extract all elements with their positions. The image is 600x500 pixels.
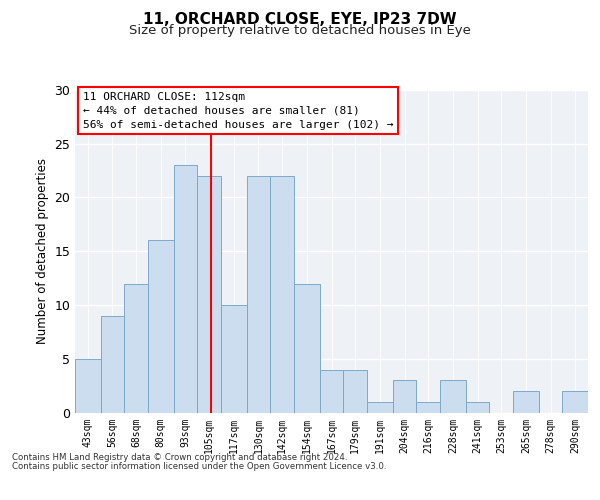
Bar bbox=[367, 402, 392, 412]
Bar bbox=[197, 176, 221, 412]
Bar bbox=[75, 359, 101, 412]
Bar bbox=[440, 380, 466, 412]
Text: Contains HM Land Registry data © Crown copyright and database right 2024.: Contains HM Land Registry data © Crown c… bbox=[12, 454, 347, 462]
Text: Size of property relative to detached houses in Eye: Size of property relative to detached ho… bbox=[129, 24, 471, 37]
Bar bbox=[148, 240, 173, 412]
Text: 11, ORCHARD CLOSE, EYE, IP23 7DW: 11, ORCHARD CLOSE, EYE, IP23 7DW bbox=[143, 12, 457, 28]
Y-axis label: Number of detached properties: Number of detached properties bbox=[36, 158, 49, 344]
Bar bbox=[173, 165, 197, 412]
Bar bbox=[392, 380, 416, 412]
Bar bbox=[513, 391, 539, 412]
Bar bbox=[101, 316, 124, 412]
Bar bbox=[562, 391, 588, 412]
Bar bbox=[124, 284, 148, 412]
Bar bbox=[466, 402, 490, 412]
Text: Contains public sector information licensed under the Open Government Licence v3: Contains public sector information licen… bbox=[12, 462, 386, 471]
Bar bbox=[294, 284, 320, 412]
Bar bbox=[247, 176, 271, 412]
Bar bbox=[343, 370, 367, 412]
Text: 11 ORCHARD CLOSE: 112sqm
← 44% of detached houses are smaller (81)
56% of semi-d: 11 ORCHARD CLOSE: 112sqm ← 44% of detach… bbox=[83, 92, 393, 130]
Bar bbox=[416, 402, 440, 412]
Bar bbox=[320, 370, 343, 412]
Bar bbox=[271, 176, 294, 412]
Bar bbox=[221, 305, 247, 412]
